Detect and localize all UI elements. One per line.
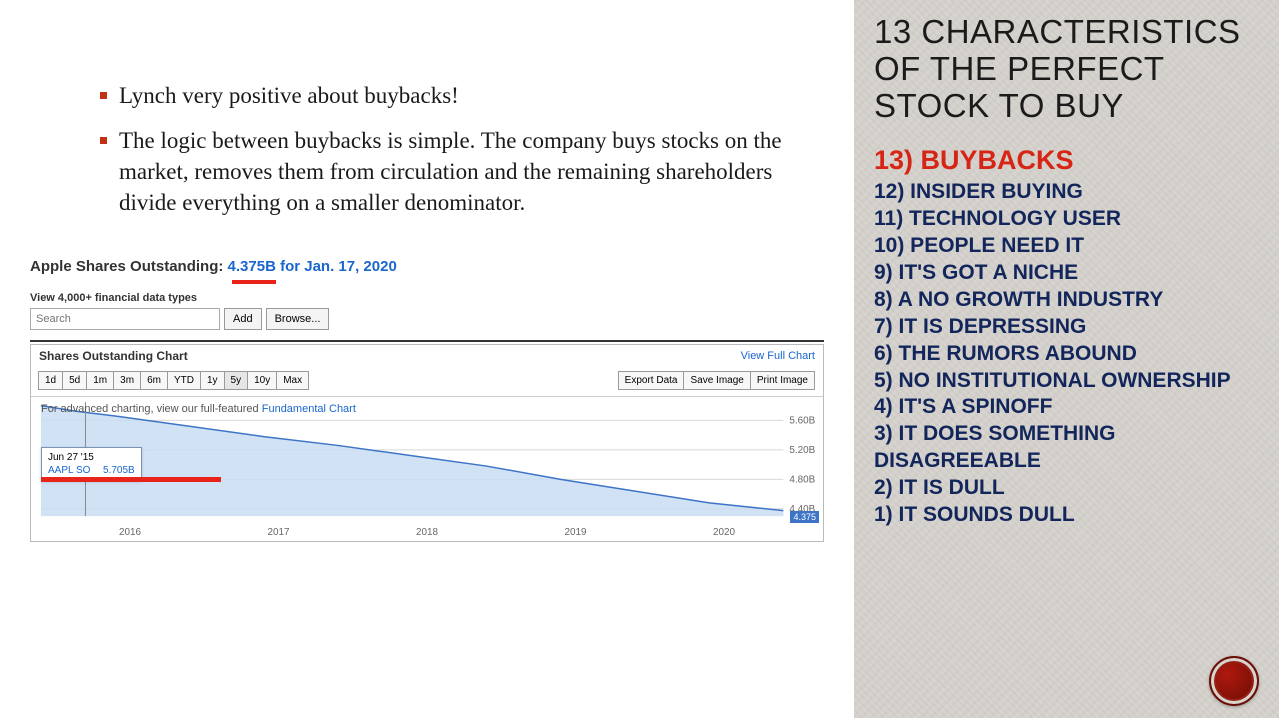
svg-text:5.60B: 5.60B bbox=[789, 416, 815, 427]
tooltip-value: 5.705B bbox=[103, 465, 135, 476]
tooltip-label: AAPL SO bbox=[48, 464, 103, 477]
svg-text:4.80B: 4.80B bbox=[789, 474, 815, 485]
bullet-marker-icon bbox=[100, 137, 107, 144]
chart-title-prefix: Apple Shares Outstanding: bbox=[30, 258, 223, 275]
range-button-Max[interactable]: Max bbox=[276, 371, 309, 390]
range-button-1d[interactable]: 1d bbox=[38, 371, 63, 390]
characteristic-item: 12) INSIDER BUYING bbox=[874, 179, 1259, 206]
search-input[interactable] bbox=[30, 308, 220, 330]
characteristic-item: 11) TECHNOLOGY USER bbox=[874, 206, 1259, 233]
characteristic-item: 2) IT IS DULL bbox=[874, 475, 1259, 502]
svg-text:2018: 2018 bbox=[416, 527, 438, 538]
tooltip-date: Jun 27 '15 bbox=[48, 451, 135, 464]
fundamental-chart-link[interactable]: Fundamental Chart bbox=[262, 403, 356, 415]
characteristic-item: 4) IT'S A SPINOFF bbox=[874, 394, 1259, 421]
svg-text:2017: 2017 bbox=[267, 527, 289, 538]
bullet-marker-icon bbox=[100, 92, 107, 99]
svg-text:2020: 2020 bbox=[713, 527, 735, 538]
range-buttons: 1d5d1m3m6mYTD1y5y10yMax bbox=[39, 371, 309, 390]
chart-subhead: View 4,000+ financial data types bbox=[30, 292, 824, 304]
bullet-item: Lynch very positive about buybacks! bbox=[100, 80, 824, 111]
characteristic-item: 3) IT DOES SOMETHING DISAGREEABLE bbox=[874, 421, 1259, 475]
panel-title: Shares Outstanding Chart bbox=[39, 349, 188, 363]
divider bbox=[30, 340, 824, 342]
sidebar: 13 CHARACTERISTICS OF THE PERFECT STOCK … bbox=[854, 0, 1279, 718]
sidebar-title: 13 CHARACTERISTICS OF THE PERFECT STOCK … bbox=[874, 14, 1259, 125]
characteristic-item: 8) A NO GROWTH INDUSTRY bbox=[874, 287, 1259, 314]
search-row: Add Browse... bbox=[30, 308, 824, 330]
chart-note-text: For advanced charting, view our full-fea… bbox=[41, 403, 262, 415]
characteristic-item: 7) IT IS DEPRESSING bbox=[874, 314, 1259, 341]
range-button-5y[interactable]: 5y bbox=[224, 371, 249, 390]
chart-tooltip: Jun 27 '15 AAPL SO5.705B bbox=[41, 447, 142, 481]
chart-panel: Shares Outstanding Chart View Full Chart… bbox=[30, 344, 824, 542]
svg-text:2019: 2019 bbox=[564, 527, 586, 538]
save-image-button[interactable]: Save Image bbox=[683, 371, 750, 390]
bullet-text: Lynch very positive about buybacks! bbox=[119, 80, 459, 111]
svg-text:5.20B: 5.20B bbox=[789, 445, 815, 456]
line-chart: 5.60B5.20B4.80B4.40B20162017201820192020 bbox=[31, 397, 823, 541]
print-image-button[interactable]: Print Image bbox=[750, 371, 815, 390]
range-button-3m[interactable]: 3m bbox=[113, 371, 141, 390]
characteristic-item: 10) PEOPLE NEED IT bbox=[874, 233, 1259, 260]
bullet-item: The logic between buybacks is simple. Th… bbox=[100, 125, 824, 218]
chart-title: Apple Shares Outstanding: 4.375B for Jan… bbox=[30, 258, 824, 275]
main-content: Lynch very positive about buybacks! The … bbox=[0, 0, 854, 718]
chart-note: For advanced charting, view our full-fea… bbox=[41, 403, 356, 415]
svg-text:2016: 2016 bbox=[119, 527, 141, 538]
characteristic-item: 5) NO INSTITUTIONAL OWNERSHIP bbox=[874, 368, 1259, 395]
characteristics-list: 13) BUYBACKS12) INSIDER BUYING11) TECHNO… bbox=[874, 143, 1259, 529]
toolbar: 1d5d1m3m6mYTD1y5y10yMax Export DataSave … bbox=[31, 367, 823, 396]
action-buttons: Export DataSave ImagePrint Image bbox=[619, 371, 815, 390]
characteristic-item: 13) BUYBACKS bbox=[874, 143, 1259, 178]
range-button-5d[interactable]: 5d bbox=[62, 371, 87, 390]
range-button-1y[interactable]: 1y bbox=[200, 371, 225, 390]
characteristic-item: 6) THE RUMORS ABOUND bbox=[874, 341, 1259, 368]
range-button-6m[interactable]: 6m bbox=[140, 371, 168, 390]
view-full-chart-link[interactable]: View Full Chart bbox=[741, 350, 815, 362]
bullet-list: Lynch very positive about buybacks! The … bbox=[100, 80, 824, 218]
range-button-YTD[interactable]: YTD bbox=[167, 371, 201, 390]
decorative-seal-icon bbox=[1209, 656, 1259, 706]
series-end-label: 4.375 bbox=[790, 511, 819, 523]
bullet-text: The logic between buybacks is simple. Th… bbox=[119, 125, 824, 218]
chart-area: For advanced charting, view our full-fea… bbox=[31, 396, 823, 541]
export-data-button[interactable]: Export Data bbox=[618, 371, 685, 390]
chart-title-value: 4.375B for Jan. 17, 2020 bbox=[228, 258, 397, 275]
range-button-10y[interactable]: 10y bbox=[247, 371, 277, 390]
chart-widget: Apple Shares Outstanding: 4.375B for Jan… bbox=[30, 258, 824, 542]
add-button[interactable]: Add bbox=[224, 308, 262, 330]
emphasis-bar-icon bbox=[41, 477, 221, 482]
emphasis-underline-icon bbox=[232, 280, 276, 284]
panel-header: Shares Outstanding Chart View Full Chart bbox=[31, 345, 823, 367]
browse-button[interactable]: Browse... bbox=[266, 308, 330, 330]
range-button-1m[interactable]: 1m bbox=[86, 371, 114, 390]
characteristic-item: 1) IT SOUNDS DULL bbox=[874, 502, 1259, 529]
characteristic-item: 9) IT'S GOT A NICHE bbox=[874, 260, 1259, 287]
